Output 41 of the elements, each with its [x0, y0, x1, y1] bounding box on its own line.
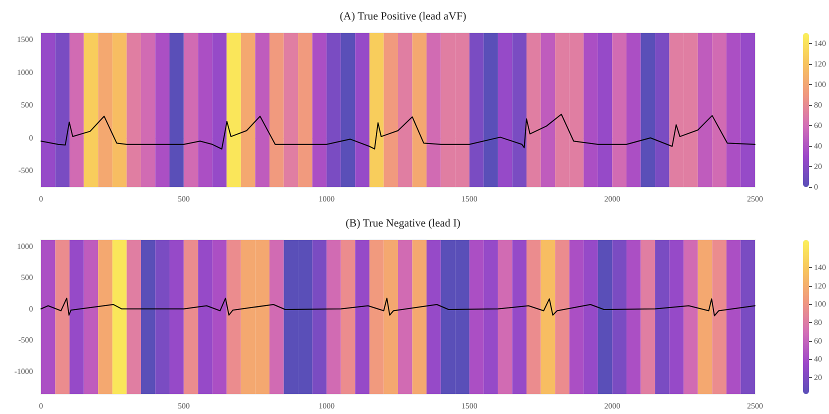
y-tick-label: -500 [18, 336, 33, 345]
color-bar-label: 120 [814, 59, 826, 68]
x-tick-label: 1500 [461, 402, 478, 410]
y-tick-label: 500 [21, 273, 33, 282]
color-bar-label: 120 [814, 281, 826, 290]
line-series [40, 114, 756, 150]
color-bar-label: 40 [814, 141, 822, 150]
color-bar-label: 80 [814, 100, 822, 110]
x-tick-label: 2000 [604, 402, 620, 410]
x-tick-label: 2000 [604, 194, 620, 204]
y-tick-label: 0 [29, 304, 33, 314]
color-bar-label: 60 [814, 120, 822, 130]
y-tick-label: -500 [18, 166, 33, 176]
x-tick-label: 0 [39, 194, 43, 204]
line-series [40, 298, 756, 316]
color-bar-label: 0 [814, 182, 818, 192]
x-tick-label: 2500 [747, 402, 763, 410]
color-bar-label: 60 [814, 336, 822, 346]
y-tick-label: 0 [29, 133, 33, 142]
chart-title: (A) True Positive (lead aVF) [340, 10, 467, 22]
x-tick-label: 500 [178, 402, 190, 410]
color-bar-label: 20 [814, 162, 822, 171]
color-bar-label: 140 [814, 263, 826, 272]
y-tick-label: 1000 [17, 68, 33, 77]
color-bar-label: 80 [814, 318, 822, 327]
x-tick-label: 0 [39, 402, 43, 410]
x-tick-label: 1500 [461, 194, 478, 204]
y-tick-label: 500 [21, 100, 33, 110]
y-tick-label: -1000 [14, 366, 33, 376]
x-tick-label: 2500 [747, 194, 763, 204]
color-bar-label: 140 [814, 38, 826, 48]
y-tick-label: 1500 [17, 35, 33, 44]
color-bar-label: 40 [814, 354, 822, 364]
x-tick-label: 500 [178, 194, 190, 204]
color-bar-label: 100 [814, 80, 826, 89]
color-bar-label: 100 [814, 300, 826, 309]
x-tick-label: 1000 [318, 402, 335, 410]
x-tick-label: 1000 [318, 194, 335, 204]
color-bar-label: 20 [814, 373, 822, 382]
chart-title: (B) True Negative (lead I) [346, 218, 461, 230]
y-tick-label: 1000 [17, 242, 33, 251]
